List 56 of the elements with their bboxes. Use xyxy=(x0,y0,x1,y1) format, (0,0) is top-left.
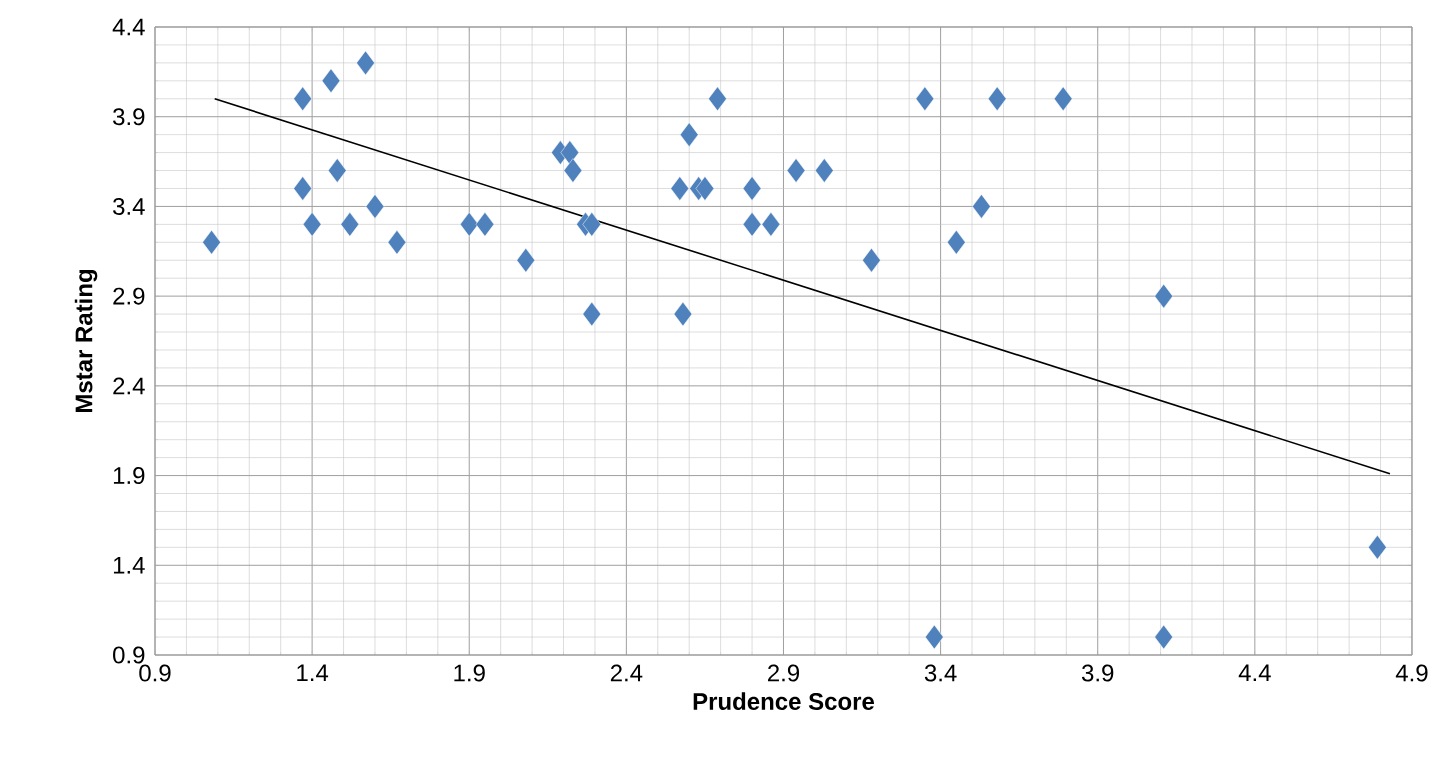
point xyxy=(1154,283,1173,309)
point xyxy=(673,301,693,327)
point xyxy=(328,158,347,183)
x-tick-label: 4.9 xyxy=(1395,664,1428,682)
point xyxy=(987,86,1007,112)
point xyxy=(742,176,762,201)
point xyxy=(670,176,690,201)
point xyxy=(1154,624,1173,650)
y-tick-label: 1.4 xyxy=(113,557,145,574)
point xyxy=(1053,86,1073,112)
x-tick-label: 0.9 xyxy=(139,664,171,682)
x-tick-label: 4.4 xyxy=(1238,664,1271,682)
point xyxy=(563,158,583,183)
x-tick-label: 3.9 xyxy=(1081,664,1114,682)
point xyxy=(582,301,602,327)
point xyxy=(695,176,715,201)
y-axis-title: Mstar Rating xyxy=(74,269,98,413)
x-tick-label: 2.4 xyxy=(610,664,643,682)
point xyxy=(761,212,781,237)
point xyxy=(340,212,360,237)
point xyxy=(786,158,806,183)
point xyxy=(321,68,341,94)
x-tick-label: 3.4 xyxy=(924,664,957,682)
point xyxy=(862,248,881,273)
point xyxy=(516,248,536,273)
point xyxy=(459,212,479,237)
point xyxy=(815,158,834,183)
x-tick-label: 1.9 xyxy=(454,664,485,682)
point xyxy=(972,194,991,219)
point xyxy=(202,230,221,255)
x-axis-title: Prudence Score xyxy=(693,692,875,710)
y-tick-label: 0.9 xyxy=(113,646,145,664)
point xyxy=(742,212,762,237)
point xyxy=(475,212,495,237)
x-tick-label: 1.4 xyxy=(297,664,329,682)
point xyxy=(356,50,375,76)
point xyxy=(387,230,407,255)
point xyxy=(679,122,699,147)
point xyxy=(293,176,312,201)
y-tick-label: 1.9 xyxy=(113,467,145,485)
x-tick-label: 2.9 xyxy=(768,664,800,682)
y-tick-label: 3.9 xyxy=(113,108,145,126)
point xyxy=(302,212,322,237)
y-tick-label: 3.4 xyxy=(113,197,145,215)
y-tick-label: 4.4 xyxy=(112,18,145,36)
y-tick-label: 2.9 xyxy=(113,287,145,305)
point xyxy=(582,212,602,237)
point xyxy=(947,230,966,255)
point xyxy=(365,194,385,219)
y-tick-label: 2.4 xyxy=(113,377,145,395)
point xyxy=(708,86,727,112)
point xyxy=(915,86,935,112)
point xyxy=(925,624,944,650)
point xyxy=(1368,535,1387,560)
point xyxy=(293,86,312,112)
point xyxy=(560,140,580,165)
